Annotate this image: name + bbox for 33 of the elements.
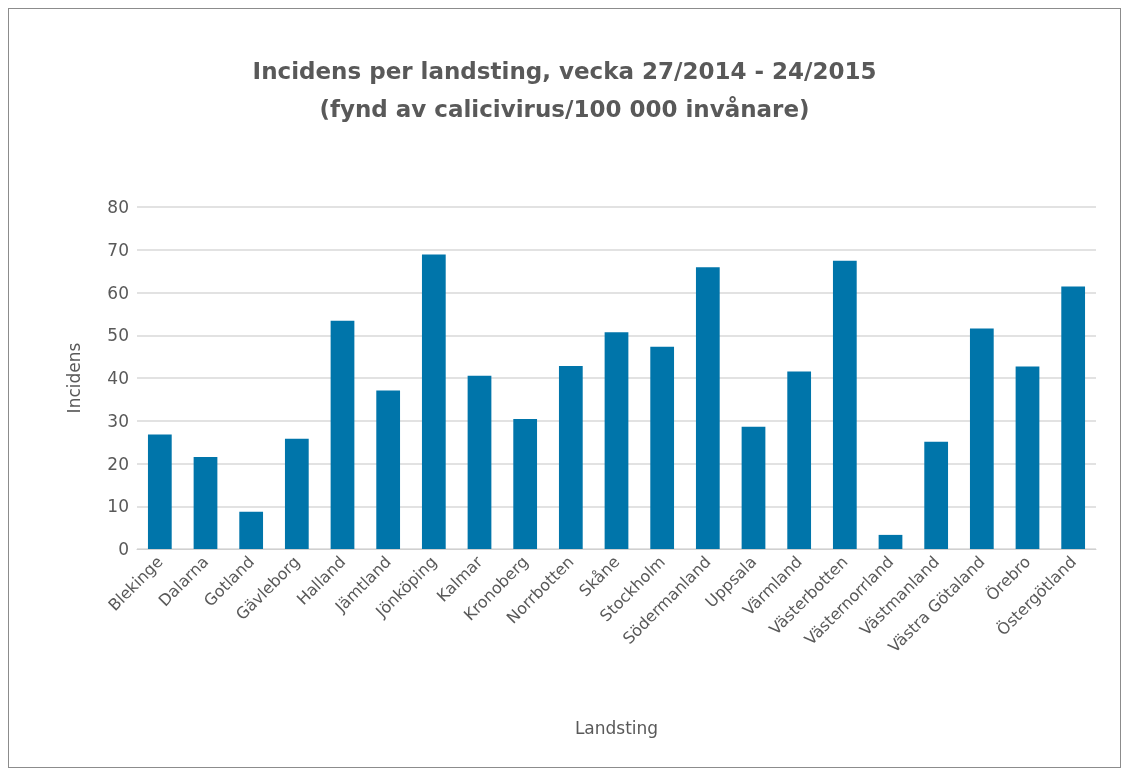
bar bbox=[467, 375, 492, 549]
y-tick-label: 40 bbox=[107, 368, 129, 388]
bar bbox=[969, 328, 994, 549]
bar bbox=[741, 426, 766, 549]
bar bbox=[376, 390, 401, 549]
y-tick-label: 0 bbox=[118, 539, 129, 559]
bar bbox=[695, 267, 720, 549]
bar bbox=[604, 332, 629, 549]
bar bbox=[1015, 366, 1040, 549]
bar bbox=[878, 534, 903, 549]
bar bbox=[558, 366, 583, 549]
y-axis-title: Incidens bbox=[63, 342, 84, 414]
chart-title: Incidens per landsting, vecka 27/2014 - 24/2015 (fynd av calicivirus/100 000 invånare) bbox=[252, 58, 877, 122]
bar bbox=[1061, 286, 1086, 549]
y-tick-label: 50 bbox=[107, 325, 129, 346]
y-tick-label: 30 bbox=[107, 410, 129, 431]
bar bbox=[330, 320, 355, 549]
bar bbox=[924, 441, 949, 549]
bar bbox=[513, 419, 538, 549]
bar bbox=[650, 346, 675, 549]
y-tick-label: 70 bbox=[107, 239, 129, 260]
y-tick-label: 10 bbox=[107, 496, 129, 517]
bar bbox=[284, 438, 309, 549]
bar bbox=[193, 457, 218, 549]
bar bbox=[787, 371, 812, 549]
y-tick-label: 80 bbox=[107, 197, 129, 217]
x-axis-title: Landsting bbox=[574, 717, 659, 738]
bar bbox=[421, 254, 446, 549]
bar bbox=[239, 511, 264, 549]
bar bbox=[147, 434, 172, 549]
y-tick-label: 60 bbox=[107, 282, 129, 303]
bar bbox=[832, 260, 857, 549]
y-tick-label: 20 bbox=[107, 453, 129, 474]
